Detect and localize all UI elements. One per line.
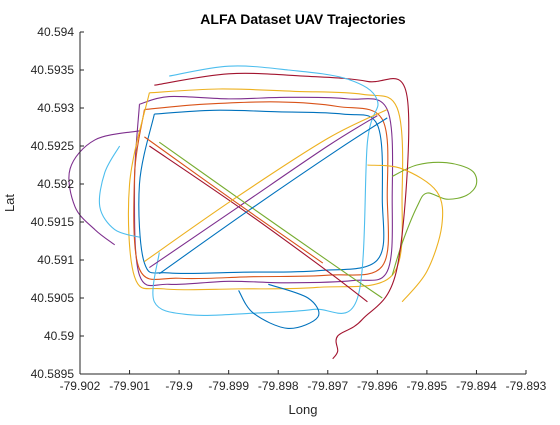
trajectory-line-3 bbox=[127, 88, 404, 291]
x-tick-label: -79.895 bbox=[407, 379, 448, 393]
x-tick-label: -79.899 bbox=[208, 379, 249, 393]
trajectory-line-6 bbox=[154, 72, 410, 360]
x-tick-label: -79.898 bbox=[258, 379, 299, 393]
y-tick-label: 40.5895 bbox=[31, 367, 75, 381]
trajectory-line-16 bbox=[238, 283, 320, 329]
y-tick-label: 40.594 bbox=[37, 25, 74, 39]
x-tick-label: -79.9 bbox=[165, 379, 193, 393]
trajectory-line-9 bbox=[149, 115, 378, 269]
axes-layer bbox=[79, 32, 526, 375]
trajectory-line-17 bbox=[367, 164, 444, 303]
trajectory-line-4 bbox=[138, 109, 385, 275]
x-tick-label: -79.897 bbox=[307, 379, 348, 393]
x-tick-label: -79.894 bbox=[456, 379, 497, 393]
trajectory-line-12 bbox=[144, 136, 324, 264]
x-tick-label: -79.896 bbox=[357, 379, 398, 393]
tick-layer: -79.902 -79.901 -79.9 -79.899 -79.898 -79.897… bbox=[31, 25, 547, 393]
trajectory-line-13 bbox=[144, 109, 388, 262]
trajectory-line-10 bbox=[158, 141, 383, 299]
chart-title: ALFA Dataset UAV Trajectories bbox=[200, 11, 406, 27]
series-layer bbox=[68, 65, 478, 360]
trajectory-line-14 bbox=[98, 145, 140, 238]
trajectory-line-15 bbox=[68, 130, 140, 246]
trajectory-line-1 bbox=[133, 95, 394, 287]
trajectory-line-2 bbox=[133, 101, 389, 281]
y-tick-label: 40.593 bbox=[37, 101, 74, 115]
trajectory-line-5 bbox=[391, 161, 478, 276]
x-tick-label: -79.893 bbox=[506, 379, 547, 393]
x-axis-title: Long bbox=[289, 402, 318, 417]
plot-area bbox=[80, 32, 526, 374]
y-tick-label: 40.59 bbox=[44, 329, 74, 343]
y-tick-label: 40.592 bbox=[37, 177, 74, 191]
y-axis-title: Lat bbox=[2, 194, 17, 212]
x-tick-label: -79.902 bbox=[60, 379, 101, 393]
y-tick-label: 40.5905 bbox=[31, 291, 75, 305]
x-tick-label: -79.901 bbox=[109, 379, 150, 393]
y-tick-label: 40.5915 bbox=[31, 215, 75, 229]
y-tick-label: 40.5935 bbox=[31, 63, 75, 77]
trajectory-line-11 bbox=[158, 117, 388, 275]
trajectory-line-8 bbox=[149, 145, 368, 303]
trajectory-line-7 bbox=[152, 65, 379, 316]
y-tick-label: 40.5925 bbox=[31, 139, 75, 153]
y-tick-label: 40.591 bbox=[37, 253, 74, 267]
